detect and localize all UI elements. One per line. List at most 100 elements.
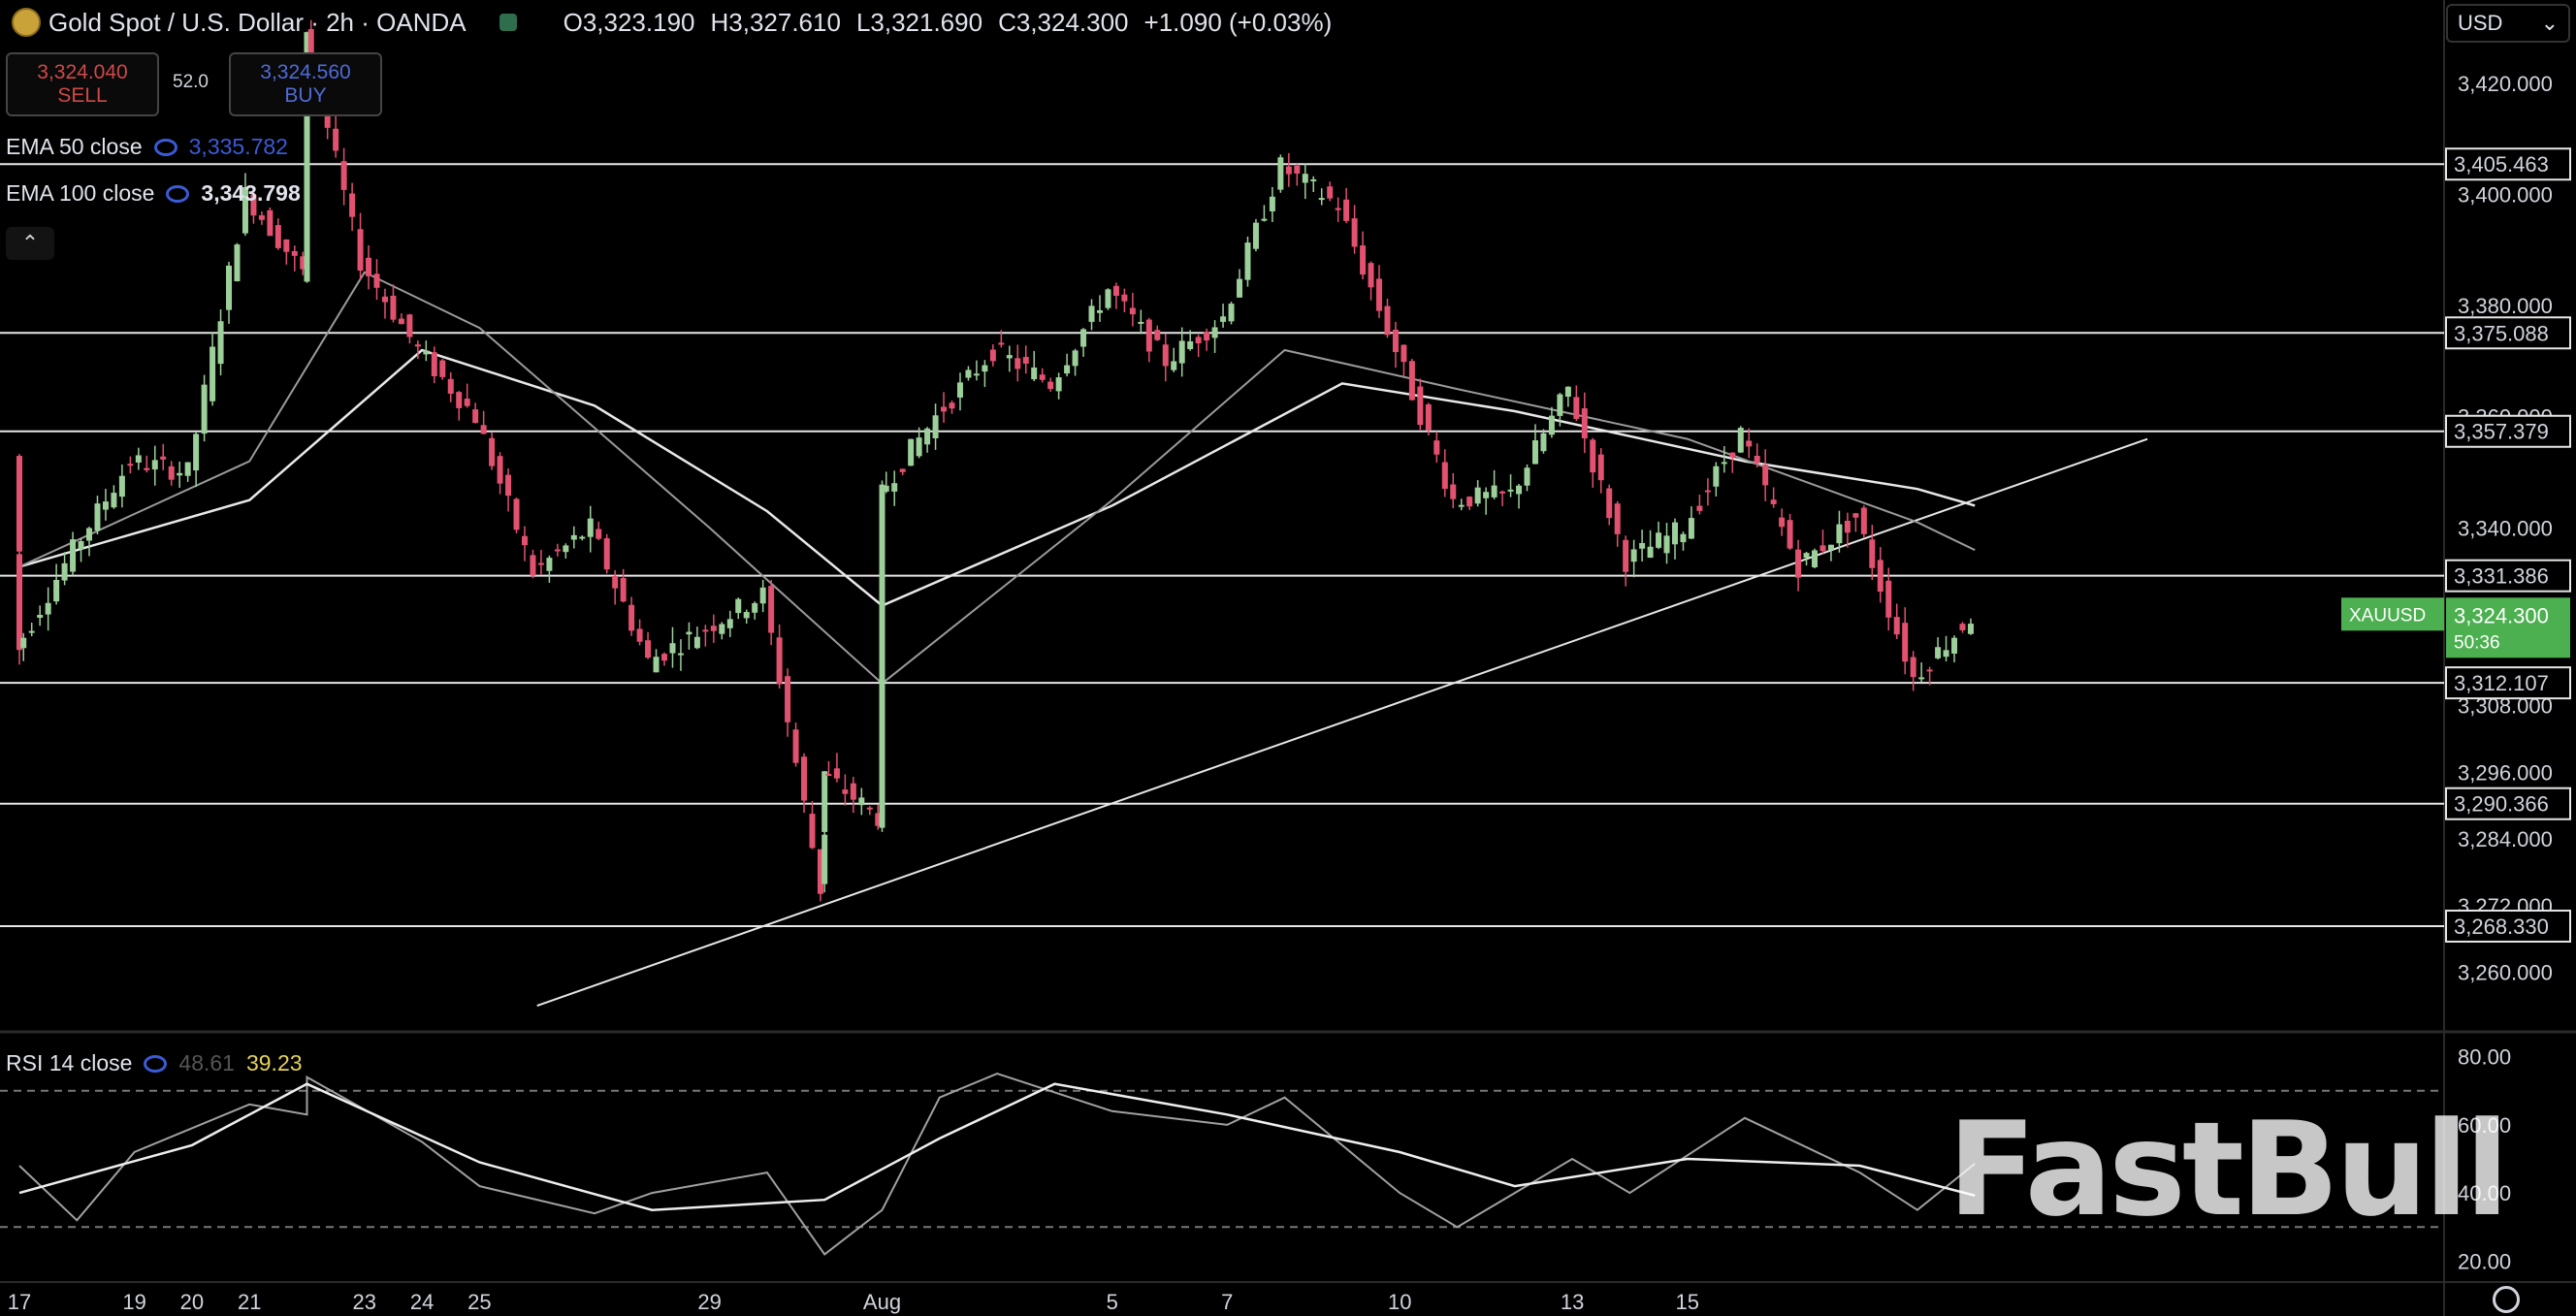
indicator-settings-icon[interactable]: [153, 138, 177, 156]
candle-body: [1902, 623, 1909, 662]
rsi-tick-label: 40.00: [2458, 1181, 2511, 1205]
collapse-legend-button[interactable]: ⌃: [6, 227, 54, 260]
candle-body: [1302, 174, 1308, 183]
candle-body: [932, 415, 939, 438]
candle-body: [1105, 289, 1111, 308]
candle-body: [1112, 285, 1119, 297]
buy-button[interactable]: 3,324.560 BUY: [229, 52, 382, 116]
level-tag: [2445, 316, 2571, 350]
time-tick-label: 7: [1221, 1290, 1233, 1314]
candle-body: [349, 193, 356, 217]
ema50-legend[interactable]: EMA 50 close 3,335.782: [6, 134, 288, 160]
ohlc-high: H3,327.610: [710, 7, 841, 37]
candle-body: [431, 352, 437, 376]
candle-body: [587, 518, 594, 537]
ema50-label: EMA 50 close: [6, 134, 143, 159]
candle-body: [1943, 650, 1949, 658]
time-tick-label: 29: [697, 1290, 721, 1314]
candle-body: [949, 402, 955, 409]
candle-body: [570, 534, 577, 540]
candle-body: [850, 783, 856, 800]
level-tag: [2445, 414, 2571, 448]
indicator-settings-icon[interactable]: [144, 1054, 168, 1073]
candle-body: [1836, 524, 1843, 544]
candle-body: [1531, 440, 1538, 465]
candle-body: [45, 602, 51, 615]
time-tick-label: 19: [122, 1290, 145, 1314]
candle-body: [1368, 263, 1374, 288]
candle-body: [563, 545, 569, 553]
candle-body: [53, 579, 60, 602]
candle-body: [1145, 319, 1152, 352]
market-status-icon: [499, 14, 517, 31]
candle-body: [135, 455, 142, 463]
candle-body: [1285, 166, 1292, 175]
symbol-title[interactable]: Gold Spot / U.S. Dollar · 2h · OANDA: [48, 7, 467, 37]
candle-body: [1860, 507, 1867, 534]
candle-body: [1935, 647, 1942, 658]
candle-body: [1450, 484, 1457, 499]
candle-body: [719, 624, 725, 634]
candle-body: [373, 273, 380, 288]
currency-select[interactable]: USD ⌄: [2446, 4, 2570, 43]
symbol-tag: [2341, 597, 2444, 631]
candle-body: [447, 378, 454, 394]
candle-body: [209, 346, 216, 401]
candle-body: [291, 250, 298, 256]
candle-body: [1064, 365, 1071, 374]
candle-body: [1022, 357, 1029, 364]
candle-body: [414, 344, 421, 347]
candle-body: [1885, 580, 1892, 618]
candle-body: [693, 636, 700, 649]
candle-body: [258, 214, 265, 220]
last-price-countdown: 50:36: [2454, 632, 2500, 653]
candle-body: [333, 128, 339, 151]
candle-body: [752, 602, 758, 613]
time-tick-label: Aug: [863, 1290, 901, 1314]
candle-body: [1384, 305, 1391, 336]
candle-body: [226, 265, 233, 310]
last-price-label: 3,324.300: [2454, 603, 2549, 627]
candle-body: [464, 399, 470, 406]
candle-body: [94, 503, 101, 531]
time-tick-label: 15: [1675, 1290, 1698, 1314]
candle-body: [267, 209, 274, 237]
time-tick-label: 21: [238, 1290, 261, 1314]
candle-body: [809, 814, 816, 849]
candle-body: [858, 797, 865, 806]
candle-body: [1162, 344, 1169, 367]
candle-body: [653, 657, 660, 673]
candle-body: [1787, 520, 1793, 549]
candle-body: [546, 558, 553, 571]
candle-body: [1483, 492, 1490, 498]
candle-body: [1327, 186, 1334, 199]
ema50-line: [18, 271, 1976, 686]
candle-body: [102, 501, 109, 510]
candle-body: [612, 575, 619, 589]
candle-body: [686, 631, 692, 635]
candle-body: [1310, 178, 1317, 181]
indicator-settings-icon[interactable]: [166, 184, 190, 203]
candle-body: [127, 464, 134, 466]
candle-body: [1967, 624, 1974, 634]
candle-body: [456, 392, 463, 408]
candle-body: [304, 141, 310, 282]
candle-body: [661, 654, 668, 661]
candle-body: [1630, 549, 1637, 562]
candle-body: [1252, 222, 1259, 249]
candle-body: [710, 626, 717, 631]
ema100-legend[interactable]: EMA 100 close 3,343.798: [6, 180, 301, 207]
candle-body: [1138, 321, 1144, 324]
candle-body: [1154, 330, 1161, 340]
candle-body: [1458, 504, 1465, 507]
rsi-legend[interactable]: RSI 14 close 48.61 39.23: [6, 1050, 303, 1076]
candle-body: [1959, 624, 1966, 630]
price-tick-label: 3,340.000: [2458, 516, 2553, 540]
candle-body: [1055, 377, 1062, 392]
candle-body: [70, 539, 77, 572]
candle-body: [1171, 361, 1177, 370]
sell-button[interactable]: 3,324.040 SELL: [6, 52, 159, 116]
rsi-value: 48.61: [178, 1050, 235, 1075]
settings-gear-icon[interactable]: [2493, 1286, 2520, 1313]
